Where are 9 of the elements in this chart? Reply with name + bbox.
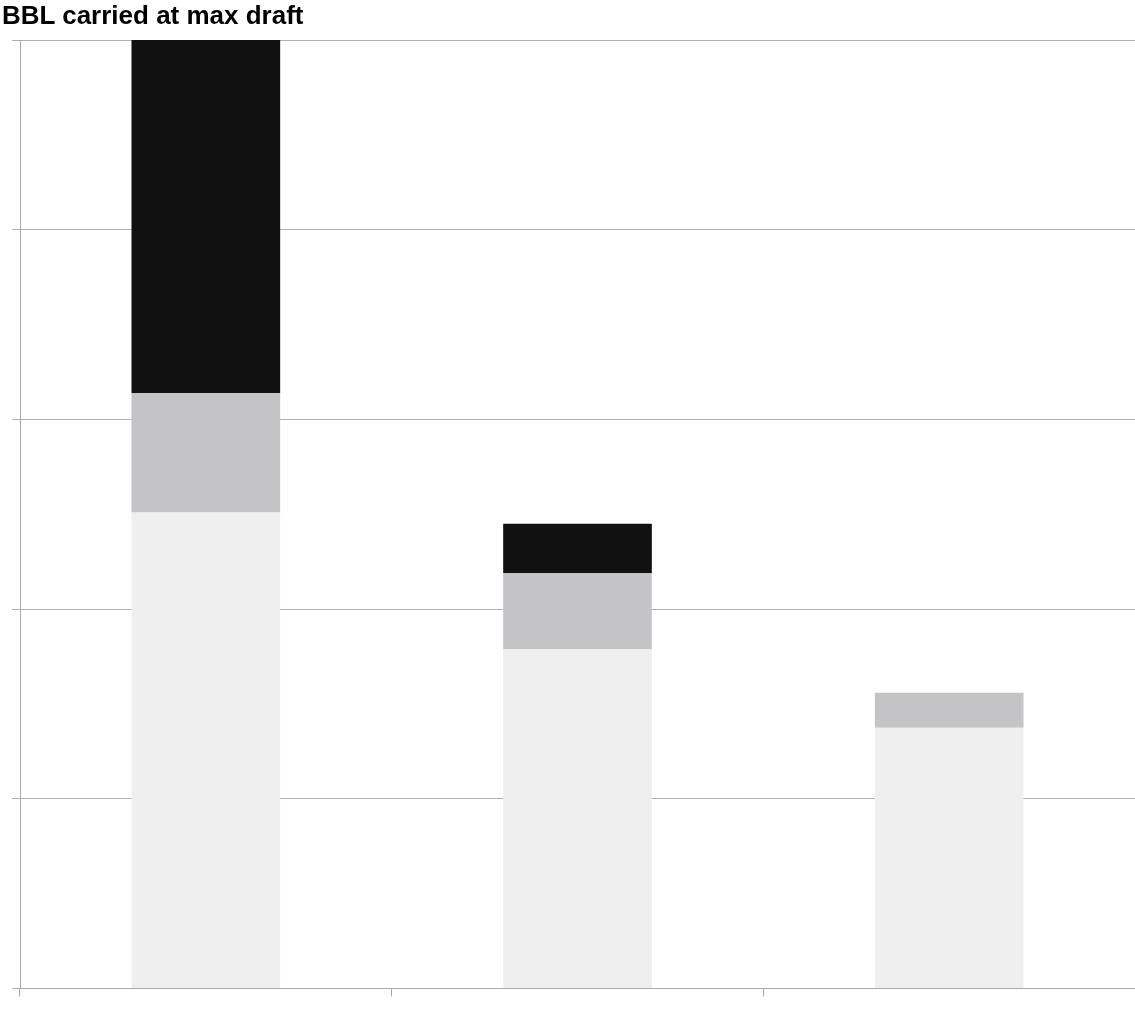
bar — [874, 692, 1024, 728]
bar — [131, 512, 281, 989]
bar — [503, 573, 652, 649]
bar — [874, 727, 1024, 989]
bar — [131, 40, 281, 393]
chart-title: BBL carried at max draft — [2, 0, 308, 30]
bar — [503, 649, 652, 989]
bar — [503, 523, 652, 574]
bar — [131, 392, 281, 513]
